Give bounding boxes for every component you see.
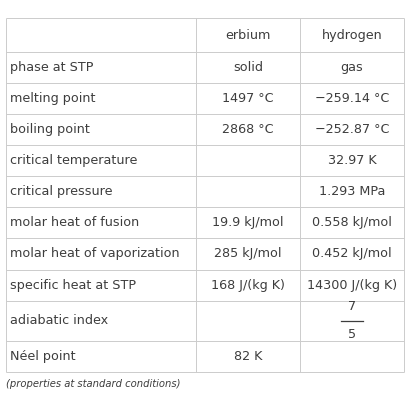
Text: molar heat of fusion: molar heat of fusion <box>10 216 139 229</box>
Text: 0.452 kJ/mol: 0.452 kJ/mol <box>311 247 391 261</box>
Text: (properties at standard conditions): (properties at standard conditions) <box>6 379 180 389</box>
Text: specific heat at STP: specific heat at STP <box>10 279 136 292</box>
Text: erbium: erbium <box>225 29 270 42</box>
Text: −259.14 °C: −259.14 °C <box>314 92 388 105</box>
Text: 14300 J/(kg K): 14300 J/(kg K) <box>306 279 396 292</box>
Text: adiabatic index: adiabatic index <box>10 314 108 327</box>
Text: hydrogen: hydrogen <box>321 29 382 42</box>
Text: solid: solid <box>232 61 262 74</box>
Text: phase at STP: phase at STP <box>10 61 94 74</box>
Text: 5: 5 <box>347 328 355 341</box>
Text: −252.87 °C: −252.87 °C <box>314 123 388 136</box>
Text: 1497 °C: 1497 °C <box>222 92 273 105</box>
Text: melting point: melting point <box>10 92 96 105</box>
Text: gas: gas <box>340 61 362 74</box>
Text: 19.9 kJ/mol: 19.9 kJ/mol <box>212 216 283 229</box>
Text: 2868 °C: 2868 °C <box>222 123 273 136</box>
Text: molar heat of vaporization: molar heat of vaporization <box>10 247 179 261</box>
Text: critical temperature: critical temperature <box>10 154 137 167</box>
Text: Néel point: Néel point <box>10 350 76 363</box>
Text: 168 J/(kg K): 168 J/(kg K) <box>211 279 284 292</box>
Text: 0.558 kJ/mol: 0.558 kJ/mol <box>311 216 391 229</box>
Text: 82 K: 82 K <box>233 350 262 363</box>
Text: boiling point: boiling point <box>10 123 90 136</box>
Text: 32.97 K: 32.97 K <box>327 154 375 167</box>
Text: 285 kJ/mol: 285 kJ/mol <box>214 247 281 261</box>
Text: critical pressure: critical pressure <box>10 185 112 198</box>
Text: 1.293 MPa: 1.293 MPa <box>318 185 384 198</box>
Text: 7: 7 <box>347 300 355 313</box>
